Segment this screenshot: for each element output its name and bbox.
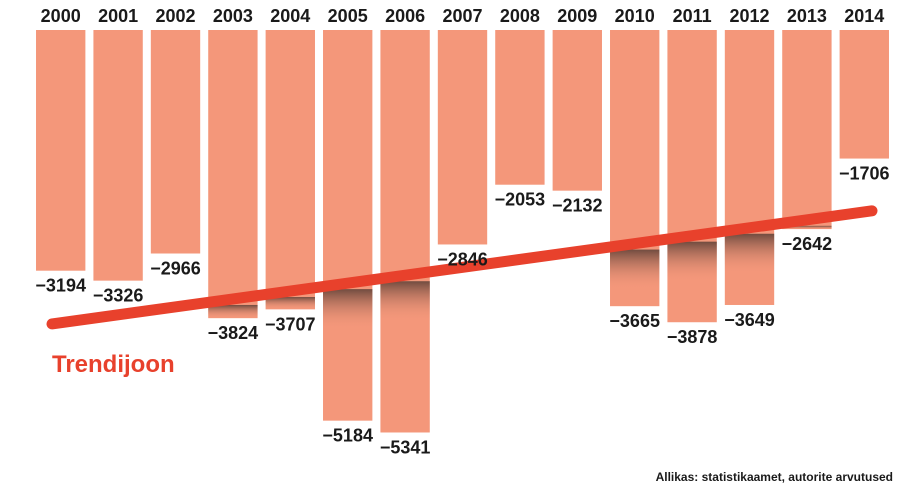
value-label: −3665 [609, 311, 660, 331]
year-label: 2008 [500, 6, 540, 26]
bar-shadow [380, 281, 430, 322]
value-label: −5184 [322, 426, 373, 446]
year-label: 2007 [442, 6, 482, 26]
bar-shadow [724, 233, 775, 274]
year-label: 2003 [213, 6, 253, 26]
year-label: 2012 [729, 6, 769, 26]
bar [552, 30, 602, 191]
value-label: −3707 [265, 314, 316, 334]
year-label: 2000 [41, 6, 81, 26]
bar [150, 30, 201, 254]
bar-shadow [782, 225, 832, 230]
year-label: 2005 [328, 6, 368, 26]
bar-shadow [610, 249, 660, 290]
year-label: 2009 [557, 6, 597, 26]
bar [208, 30, 258, 319]
trend-line [46, 205, 878, 330]
trend-layer: Trendijoon [46, 205, 878, 378]
year-label: 2006 [385, 6, 425, 26]
value-label: −2642 [782, 234, 833, 254]
labels-layer: 2000 −3194 2001 −3326 2002 −2966 2003 −3824 2004… [35, 6, 889, 457]
year-label: 2004 [270, 6, 310, 26]
value-label: −3649 [724, 310, 775, 330]
value-label: −2132 [552, 196, 603, 216]
trend-label: Trendijoon [52, 351, 175, 378]
bar [380, 30, 430, 433]
bar [93, 30, 143, 281]
year-label: 2002 [155, 6, 195, 26]
bar [437, 30, 488, 245]
bar [495, 30, 545, 185]
value-label: −2966 [150, 259, 201, 279]
bar [839, 30, 889, 159]
year-label: 2014 [844, 6, 884, 26]
bar [36, 30, 86, 271]
bar-shadow [208, 304, 258, 319]
value-label: −5341 [380, 437, 431, 457]
value-label: −3326 [93, 286, 144, 306]
value-label: −3824 [208, 323, 259, 343]
year-label: 2001 [98, 6, 138, 26]
bar [782, 30, 832, 230]
bar-shadow [323, 289, 373, 330]
value-label: −2846 [437, 249, 488, 269]
bar-shadow [265, 297, 315, 310]
bars-layer [36, 30, 889, 433]
value-label: −3878 [667, 327, 718, 347]
year-label: 2013 [787, 6, 827, 26]
source-note: Allikas: statistikaamet, autorite arvutu… [656, 470, 893, 484]
value-label: −3194 [35, 276, 86, 296]
year-label: 2010 [615, 6, 655, 26]
value-label: −1706 [839, 164, 890, 184]
bar [323, 30, 373, 421]
bar-shadow [667, 241, 717, 282]
bar [265, 30, 315, 310]
value-label: −2053 [495, 190, 546, 210]
year-label: 2011 [673, 6, 712, 26]
